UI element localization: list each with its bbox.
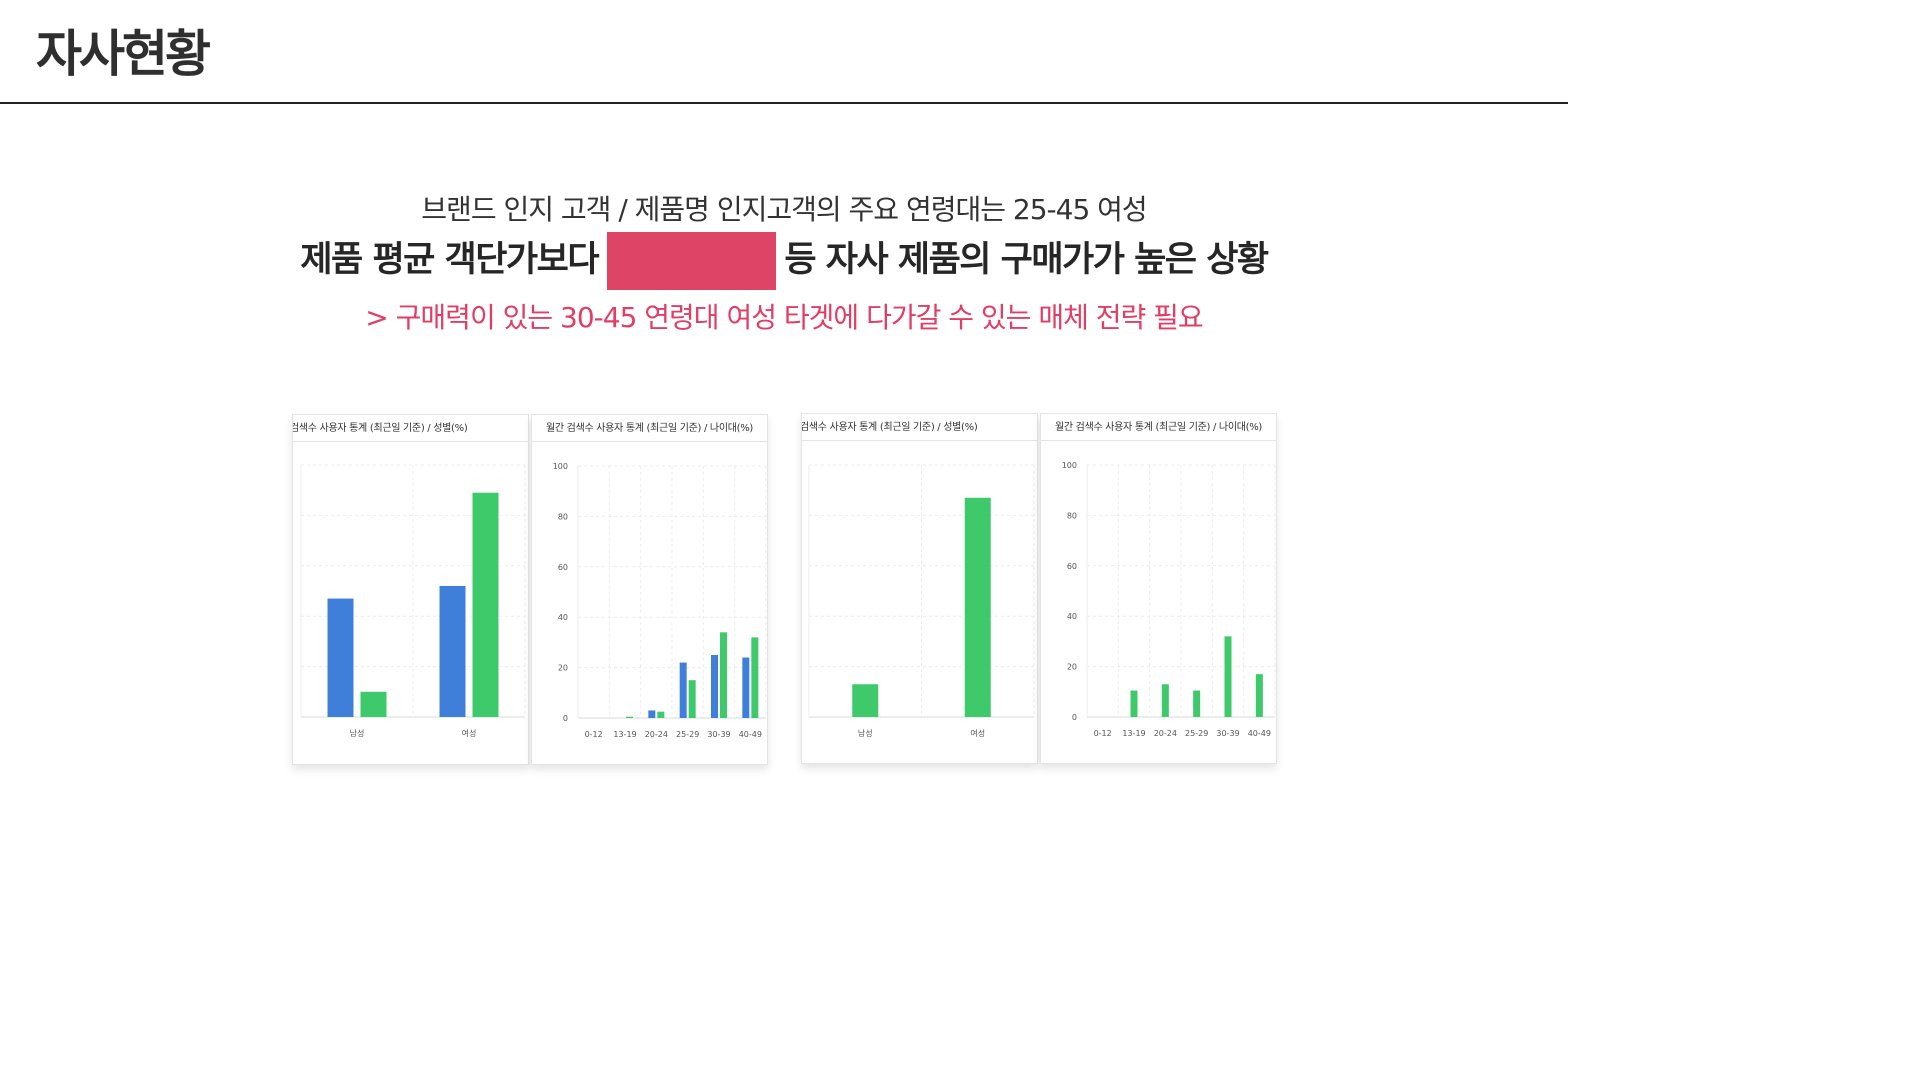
bar bbox=[472, 492, 499, 717]
x-tick-label: 25-29 bbox=[676, 730, 699, 739]
bar bbox=[327, 598, 354, 717]
gridlines bbox=[808, 464, 1035, 718]
chart-panel-gender-1: 검색수 사용자 통계 (최근일 기준) / 성별(%) 남성 여성 bbox=[292, 414, 529, 765]
bar bbox=[439, 585, 466, 717]
bar bbox=[626, 716, 633, 718]
bar bbox=[852, 684, 879, 717]
summary-line-3-recommendation: > 구매력이 있는 30-45 연령대 여성 타겟에 다가갈 수 있는 매체 전… bbox=[365, 301, 1203, 334]
chart-gender-1: 남성 여성 bbox=[300, 464, 526, 738]
summary-line-2-end: 등 자사 제품의 구매가가 높은 상황 bbox=[784, 240, 1269, 280]
x-tick-label: 여성 bbox=[462, 728, 477, 738]
chart-age-2: 0 20 40 60 80 100 0-12 13-19 20-24 25-29 30-39 40-4… bbox=[1062, 461, 1276, 738]
summary-block: 브랜드 인지 고객 / 제품명 인지고객의 주요 연령대는 25-45 여성 제… bbox=[0, 188, 1568, 346]
x-tick-label: 40-49 bbox=[739, 730, 762, 739]
bar bbox=[657, 711, 665, 718]
x-tick-label: 30-39 bbox=[707, 730, 730, 739]
y-tick-label: 60 bbox=[1067, 562, 1077, 571]
x-tick-label: 13-19 bbox=[613, 730, 636, 739]
x-tick-label: 20-24 bbox=[1154, 729, 1177, 738]
y-tick-label: 40 bbox=[558, 613, 568, 622]
x-tick-label: 20-24 bbox=[645, 730, 668, 739]
x-tick-label: 남성 bbox=[350, 729, 365, 738]
bar bbox=[1193, 690, 1201, 717]
x-tick-label: 25-29 bbox=[1185, 729, 1208, 738]
x-tick-label: 13-19 bbox=[1122, 729, 1145, 738]
x-tick-label: 0-12 bbox=[585, 730, 603, 739]
bar bbox=[742, 657, 750, 718]
x-tick-label: 여성 bbox=[970, 728, 985, 738]
bar bbox=[688, 680, 696, 718]
bar bbox=[360, 691, 387, 717]
bar bbox=[648, 710, 656, 718]
y-tick-label: 80 bbox=[1067, 511, 1077, 520]
bar bbox=[720, 632, 727, 718]
bar bbox=[711, 655, 718, 718]
bar bbox=[1161, 684, 1169, 717]
chart-panel-gender-2: 검색수 사용자 통계 (최근일 기준) / 성별(%) 남성 여성 bbox=[801, 413, 1038, 764]
y-tick-label: 20 bbox=[558, 664, 568, 673]
chart-gender-2: 남성 여성 bbox=[808, 464, 1035, 738]
y-tick-label: 40 bbox=[1067, 612, 1077, 621]
chart-panel-age-1: 월간 검색수 사용자 통계 (최근일 기준) / 나이대(%) 0 20 40 60 8… bbox=[531, 414, 768, 765]
bar bbox=[964, 497, 991, 717]
summary-line-2: 제품 평균 객단가보다 등 자사 제품의 구매가가 높은 상황 bbox=[0, 232, 1568, 290]
x-tick-label: 40-49 bbox=[1248, 729, 1271, 738]
bar bbox=[679, 662, 687, 718]
x-tick-label: 30-39 bbox=[1216, 729, 1239, 738]
redaction-box bbox=[606, 232, 776, 290]
chart-panel-age-2: 월간 검색수 사용자 통계 (최근일 기준) / 나이대(%) 0 20 40 60 8… bbox=[1040, 413, 1277, 764]
y-tick-label: 0 bbox=[563, 714, 568, 723]
y-tick-label: 100 bbox=[1062, 461, 1077, 470]
y-tick-label: 0 bbox=[1072, 713, 1077, 722]
chart-title: 검색수 사용자 통계 (최근일 기준) / 성별(%) bbox=[293, 415, 528, 442]
gridlines bbox=[1086, 464, 1276, 718]
chart-title: 검색수 사용자 통계 (최근일 기준) / 성별(%) bbox=[802, 414, 1037, 441]
chart-title: 월간 검색수 사용자 통계 (최근일 기준) / 나이대(%) bbox=[1041, 414, 1276, 441]
y-tick-label: 100 bbox=[553, 462, 568, 471]
bar bbox=[751, 637, 759, 718]
y-tick-label: 60 bbox=[558, 563, 568, 572]
x-tick-label: 0-12 bbox=[1094, 729, 1112, 738]
chart-age-1: 0 20 40 60 80 100 0-12 13-19 20-24 25-29 30-39 40-4… bbox=[553, 462, 767, 739]
chart-title: 월간 검색수 사용자 통계 (최근일 기준) / 나이대(%) bbox=[532, 415, 767, 442]
y-tick-label: 80 bbox=[558, 512, 568, 521]
summary-line-1: 브랜드 인지 고객 / 제품명 인지고객의 주요 연령대는 25-45 여성 bbox=[421, 193, 1147, 226]
gridlines bbox=[577, 465, 767, 719]
y-tick-label: 20 bbox=[1067, 663, 1077, 672]
title-divider bbox=[0, 102, 1568, 104]
bar bbox=[1255, 674, 1263, 717]
bar bbox=[1130, 690, 1138, 717]
x-tick-label: 남성 bbox=[858, 729, 873, 738]
page-title: 자사현황 bbox=[36, 25, 211, 83]
bar bbox=[1224, 636, 1232, 717]
summary-line-2-start: 제품 평균 객단가보다 bbox=[300, 240, 599, 280]
